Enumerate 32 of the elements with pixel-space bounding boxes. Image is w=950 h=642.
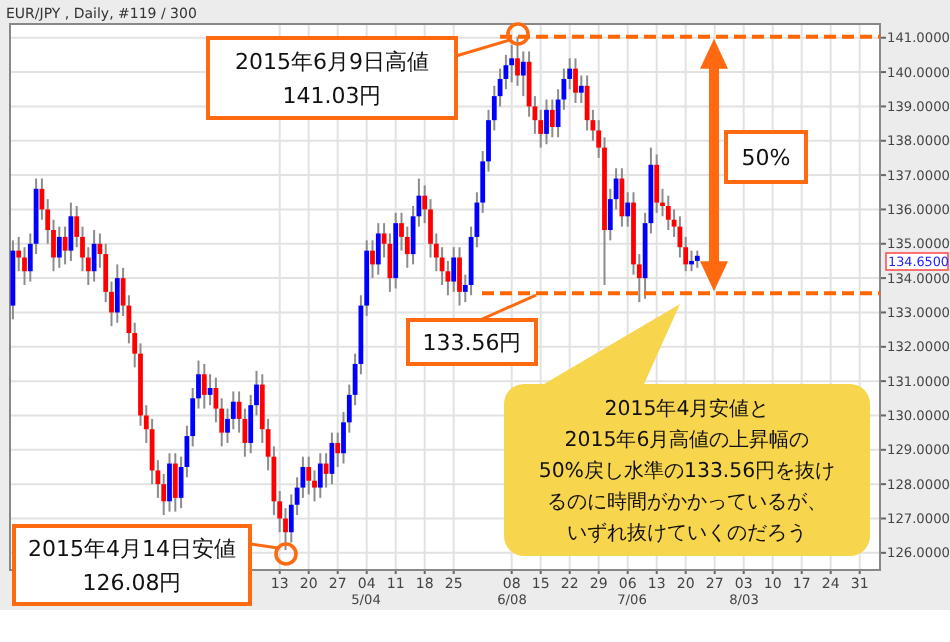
candlestick xyxy=(573,57,578,104)
candlestick xyxy=(306,455,312,496)
annotation: 2015年4月14日安値 126.08円 xyxy=(12,524,252,606)
candlestick xyxy=(665,194,671,232)
candlestick xyxy=(451,246,457,293)
candlestick xyxy=(509,43,515,84)
candlestick xyxy=(323,452,329,489)
candlestick xyxy=(375,222,381,276)
candlestick xyxy=(114,263,120,324)
candlestick xyxy=(172,452,178,513)
candlestick xyxy=(91,229,97,283)
candlestick xyxy=(317,452,323,499)
candlestick xyxy=(549,98,555,139)
annotation: 133.56円 xyxy=(422,329,522,356)
candlestick xyxy=(62,225,68,266)
annotation: 2015年6月9日高値 141.03円 xyxy=(235,48,429,109)
candlestick xyxy=(457,246,462,307)
annotation: 2015年4月安値と 2015年6月高値の上昇幅の 50%戻し水準の133.56円を抜けるのに時間がかかっているが、いずれ抜けていくのだろう xyxy=(538,397,836,546)
candlestick xyxy=(167,452,172,513)
annotation: 2015年4月14日安値 126.08円 xyxy=(28,535,236,596)
candlestick xyxy=(544,98,549,146)
candlestick xyxy=(56,225,62,269)
annotation: 133.56円 xyxy=(406,293,538,366)
candlestick xyxy=(207,373,213,407)
candlestick xyxy=(201,362,207,410)
candlestick xyxy=(654,153,660,214)
annotation: 2015年6月9日高値 141.03円 xyxy=(206,36,458,120)
candlestick xyxy=(335,431,341,468)
annotation: 50% xyxy=(724,130,808,184)
annotation: 50% xyxy=(741,144,791,171)
candlestick xyxy=(625,191,631,228)
candlestick xyxy=(689,249,694,273)
